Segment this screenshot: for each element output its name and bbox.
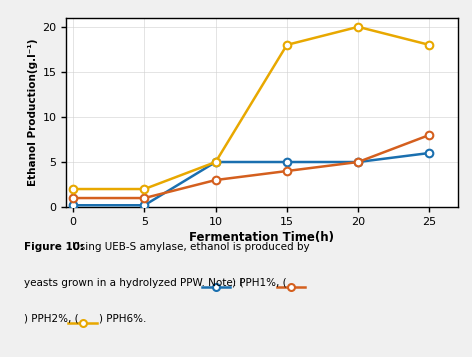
Text: ) PPH1%, (: ) PPH1%, ( xyxy=(232,278,287,288)
Text: ) PPH2%, (: ) PPH2%, ( xyxy=(24,313,78,323)
Text: Using UEB-S amylase, ethanol is produced by: Using UEB-S amylase, ethanol is produced… xyxy=(69,242,309,252)
Text: ) PPH6%.: ) PPH6%. xyxy=(99,313,146,323)
Text: yeasts grown in a hydrolyzed PPW. Note: (: yeasts grown in a hydrolyzed PPW. Note: … xyxy=(24,278,243,288)
Text: Figure 10:: Figure 10: xyxy=(24,242,84,252)
Y-axis label: Ethanol Production(g.l⁻¹): Ethanol Production(g.l⁻¹) xyxy=(28,39,38,186)
X-axis label: Fermentation Time(h): Fermentation Time(h) xyxy=(189,231,335,244)
